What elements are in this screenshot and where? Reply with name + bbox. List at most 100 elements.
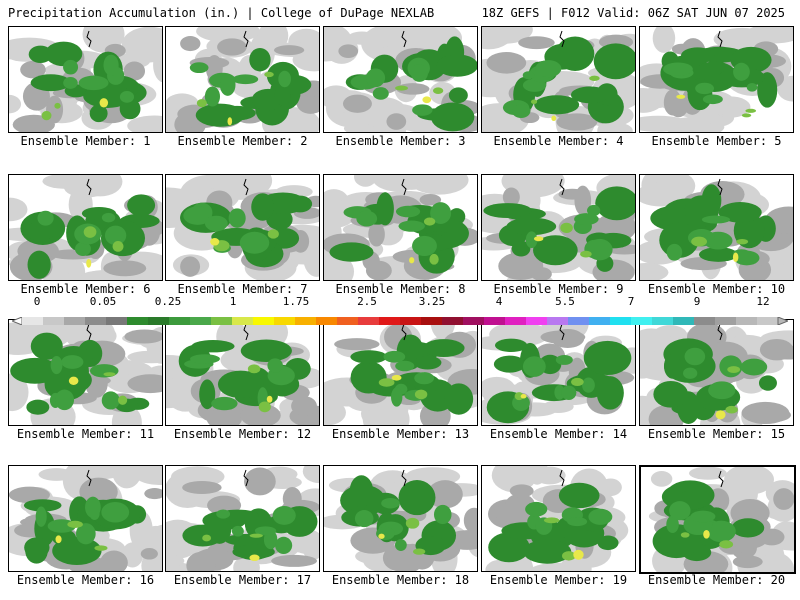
precip-map [482, 320, 635, 425]
colorbar-swatch [190, 317, 212, 325]
colorbar-swatch [589, 317, 611, 325]
precip-map [9, 466, 162, 571]
member-label: Ensemble Member: 20 [647, 573, 786, 587]
map-panel-9[interactable] [481, 174, 636, 281]
precip-map [482, 175, 635, 280]
colorbar-arrow-left [10, 316, 23, 326]
precip-map [166, 175, 319, 280]
member-label: Ensemble Member: 6 [20, 282, 151, 296]
colorbar-swatch [421, 317, 443, 325]
colorbar-swatch [274, 317, 296, 325]
member-label: Ensemble Member: 10 [647, 282, 786, 296]
colorbar-swatch [715, 317, 737, 325]
colorbar-swatch [505, 317, 527, 325]
map-panel-5[interactable] [639, 26, 794, 133]
member-label: Ensemble Member: 14 [489, 427, 628, 441]
map-panel-15[interactable] [639, 319, 794, 426]
member-label: Ensemble Member: 19 [489, 573, 628, 587]
colorbar-swatch [169, 317, 191, 325]
colorbar-swatch [379, 317, 401, 325]
member-label: Ensemble Member: 5 [651, 134, 782, 148]
precip-map [166, 27, 319, 132]
map-panel-1[interactable] [8, 26, 163, 133]
precip-map [166, 466, 319, 571]
map-panel-8[interactable] [323, 174, 478, 281]
colorbar-swatch [106, 317, 128, 325]
colorbar-tick-label: 0.05 [89, 295, 117, 308]
colorbar-arrow-right [777, 316, 790, 326]
colorbar-swatch [85, 317, 107, 325]
precip-map [640, 27, 793, 132]
colorbar-swatch [43, 317, 65, 325]
colorbar-swatch [253, 317, 275, 325]
colorbar-tick-label: 7 [627, 295, 635, 308]
member-label: Ensemble Member: 1 [20, 134, 151, 148]
chart-title: Precipitation Accumulation (in.) | Colle… [8, 6, 435, 20]
precip-map [9, 175, 162, 280]
colorbar-swatch [22, 317, 44, 325]
colorbar [10, 310, 790, 326]
map-panel-6[interactable] [8, 174, 163, 281]
colorbar-tick-label: 0 [33, 295, 41, 308]
colorbar-swatch [694, 317, 716, 325]
colorbar-tick-label: 2.5 [357, 295, 377, 308]
precip-map [166, 320, 319, 425]
colorbar-swatch [547, 317, 569, 325]
colorbar-swatch [610, 317, 632, 325]
member-label: Ensemble Member: 17 [173, 573, 312, 587]
colorbar-swatch [442, 317, 464, 325]
precip-map [324, 320, 477, 425]
member-label: Ensemble Member: 2 [177, 134, 308, 148]
colorbar-tick-label: 1 [229, 295, 237, 308]
precip-map [648, 467, 794, 572]
map-panel-3[interactable] [323, 26, 478, 133]
precip-map [9, 27, 162, 132]
precip-map [9, 320, 162, 425]
member-label: Ensemble Member: 4 [493, 134, 624, 148]
map-panel-4[interactable] [481, 26, 636, 133]
member-label: Ensemble Member: 12 [173, 427, 312, 441]
member-label: Ensemble Member: 8 [335, 282, 466, 296]
map-panel-19[interactable] [481, 465, 636, 572]
map-panel-18[interactable] [323, 465, 478, 572]
member-label: Ensemble Member: 15 [647, 427, 786, 441]
colorbar-svg [10, 316, 790, 326]
colorbar-tick-label: 4 [495, 295, 503, 308]
colorbar-tick-label: 5.5 [555, 295, 575, 308]
map-panel-20[interactable] [639, 465, 796, 574]
precip-map [482, 27, 635, 132]
member-label: Ensemble Member: 9 [493, 282, 624, 296]
map-panel-17[interactable] [165, 465, 320, 572]
precip-map [324, 175, 477, 280]
colorbar-tick-label: 9 [693, 295, 701, 308]
colorbar-swatch [736, 317, 758, 325]
valid-time: 18Z GEFS | F012 Valid: 06Z SAT JUN 07 20… [481, 6, 785, 20]
map-panel-11[interactable] [8, 319, 163, 426]
colorbar-swatch [526, 317, 548, 325]
precip-map [324, 467, 477, 571]
map-panel-14[interactable] [481, 319, 636, 426]
member-label: Ensemble Member: 16 [16, 573, 155, 587]
map-panel-12[interactable] [165, 319, 320, 426]
map-panel-7[interactable] [165, 174, 320, 281]
colorbar-swatch [757, 317, 779, 325]
colorbar-swatch [484, 317, 506, 325]
colorbar-swatch [148, 317, 170, 325]
precip-map [640, 175, 793, 280]
colorbar-swatch [400, 317, 422, 325]
map-panel-13[interactable] [323, 319, 478, 426]
member-label: Ensemble Member: 3 [335, 134, 466, 148]
colorbar-swatch [631, 317, 653, 325]
colorbar-swatch [127, 317, 149, 325]
colorbar-tick-label: 0.25 [154, 295, 182, 308]
map-panel-10[interactable] [639, 174, 794, 281]
colorbar-swatch [211, 317, 233, 325]
member-label: Ensemble Member: 13 [331, 427, 470, 441]
map-panel-16[interactable] [8, 465, 163, 572]
member-label: Ensemble Member: 18 [331, 573, 470, 587]
precip-map [485, 466, 629, 571]
map-panel-2[interactable] [165, 26, 320, 133]
precip-map [324, 27, 477, 132]
colorbar-tick-label: 1.75 [282, 295, 310, 308]
colorbar-swatch [358, 317, 380, 325]
